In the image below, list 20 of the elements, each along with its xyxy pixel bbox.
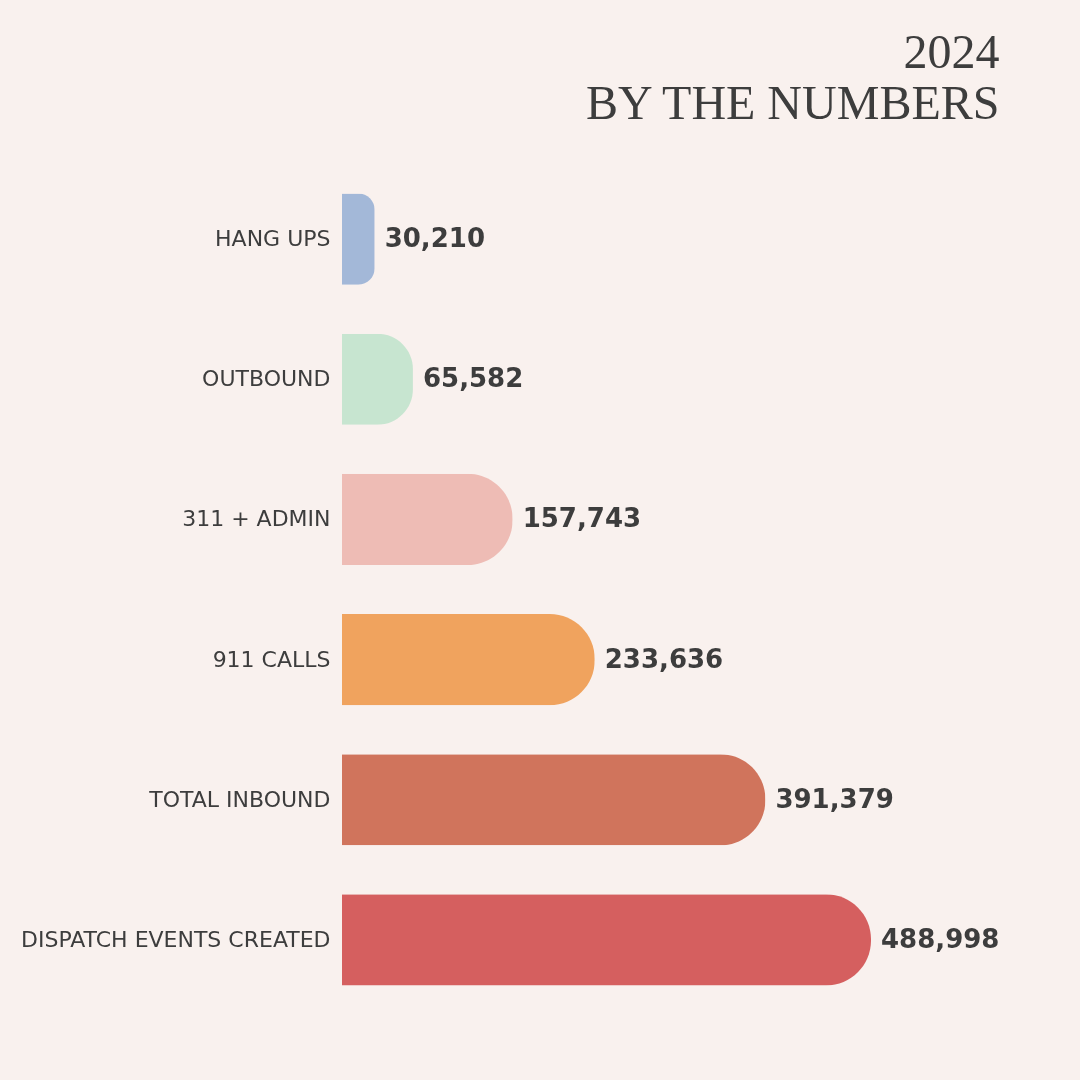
data-label: 30,210 [384, 223, 486, 254]
bar [342, 754, 766, 846]
bar [342, 614, 595, 706]
y-tick-label: DISPATCH EVENTS CREATED [20, 926, 331, 952]
bar [342, 894, 871, 986]
data-label: 488,998 [881, 923, 1000, 954]
data-label: 233,636 [604, 643, 724, 674]
y-tick-label: 311 + ADMIN [182, 506, 331, 532]
data-label: 391,379 [775, 783, 894, 814]
data-label: 65,582 [422, 363, 524, 394]
bar [342, 193, 375, 285]
y-tick-label: OUTBOUND [202, 366, 331, 392]
chart-title: 2024 [903, 25, 1000, 78]
bar [342, 333, 413, 425]
y-tick-label: TOTAL INBOUND [148, 786, 331, 812]
y-tick-label: HANG UPS [215, 226, 331, 252]
bar [342, 473, 513, 565]
y-tick-label: 911 CALLS [212, 646, 331, 672]
chart-subtitle: BY THE NUMBERS [586, 76, 1000, 129]
data-label: 157,743 [522, 503, 642, 534]
